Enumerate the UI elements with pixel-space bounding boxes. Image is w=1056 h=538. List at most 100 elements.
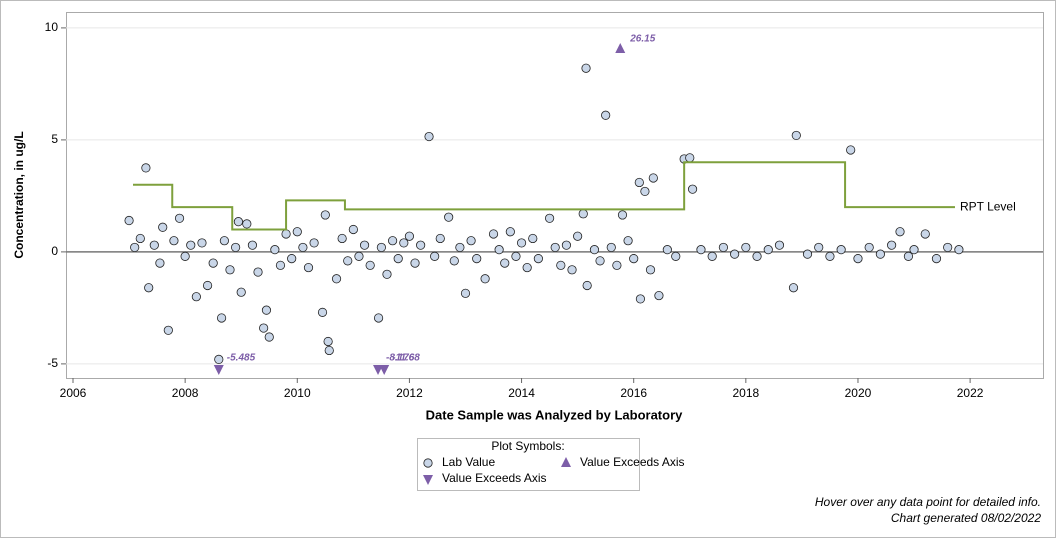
- lab-value-point: [814, 242, 824, 253]
- lab-value-point: [354, 251, 364, 261]
- legend-symbol: [423, 475, 433, 485]
- lab-value-point: [449, 256, 459, 266]
- legend-box: [417, 438, 640, 491]
- y-tick-label: -5: [47, 356, 58, 370]
- lab-value-point: [155, 258, 165, 268]
- lab-value-point: [180, 251, 190, 261]
- lab-value-point: [763, 245, 773, 255]
- exceeds-axis-label: -8.176: [386, 353, 415, 364]
- lab-value-point: [331, 274, 342, 284]
- x-tick-label: 2014: [508, 386, 535, 400]
- exceeds-axis-label: 26.15: [629, 34, 655, 45]
- lab-value-point: [654, 290, 664, 301]
- lab-value-point: [169, 236, 179, 246]
- lab-value-point: [635, 294, 646, 304]
- lab-value-point: [774, 240, 785, 250]
- lab-value-point: [730, 249, 740, 259]
- lab-value-point: [233, 217, 244, 227]
- lab-value-point: [149, 240, 159, 250]
- legend-title: Plot Symbols:: [491, 439, 564, 453]
- lab-value-point: [236, 287, 246, 297]
- lab-value-point: [208, 258, 218, 268]
- lab-value-point: [567, 265, 577, 275]
- lab-value-point: [606, 242, 616, 253]
- lab-value-point: [247, 240, 258, 250]
- x-tick-label: 2018: [732, 386, 759, 400]
- exceeds-axis-marker: [615, 43, 626, 53]
- lab-value-point: [219, 236, 229, 246]
- lab-value-point: [163, 325, 173, 335]
- lab-value-point: [416, 240, 426, 250]
- lab-value-point: [887, 240, 897, 250]
- lab-value-point: [550, 242, 560, 253]
- lab-value-point: [382, 269, 392, 279]
- lab-value-point: [589, 245, 600, 255]
- lab-value-point: [472, 254, 482, 264]
- lab-value-point: [191, 292, 201, 302]
- lab-value-point: [259, 323, 269, 333]
- x-tick-label: 2010: [284, 386, 311, 400]
- lab-value-point: [261, 305, 272, 315]
- lab-value-point: [303, 262, 314, 273]
- x-tick-label: 2012: [396, 386, 423, 400]
- lab-value-point: [480, 274, 490, 284]
- lab-value-point: [752, 251, 762, 261]
- lab-value-point: [460, 288, 471, 298]
- lab-value-point: [144, 283, 154, 293]
- lab-value-point: [186, 240, 196, 250]
- lab-value-point: [582, 280, 592, 291]
- lab-value-point: [903, 251, 914, 261]
- lab-value-point: [281, 229, 291, 239]
- exceeds-axis-label: -11.68: [392, 353, 420, 364]
- lab-value-point: [640, 186, 650, 197]
- lab-value-point: [309, 238, 319, 248]
- legend-label: Value Exceeds Axis: [580, 455, 685, 469]
- plot-frame: [66, 12, 1044, 379]
- lab-value-point: [225, 265, 235, 275]
- lab-value-point: [522, 262, 532, 273]
- lab-value-point: [424, 131, 434, 142]
- lab-value-point: [516, 238, 527, 248]
- lab-value-point: [634, 177, 644, 188]
- lab-value-point: [544, 213, 555, 223]
- x-axis-label: Date Sample was Analyzed by Laboratory: [426, 407, 683, 422]
- lab-value-point: [388, 236, 398, 246]
- lab-value-point: [214, 354, 224, 365]
- lab-value-point: [124, 215, 134, 226]
- lab-value-point: [802, 249, 813, 259]
- lab-value-point: [511, 251, 521, 261]
- lab-value-point: [623, 236, 633, 246]
- lab-value-point: [671, 251, 681, 261]
- lab-value-point: [578, 209, 588, 219]
- lab-value-point: [275, 260, 286, 270]
- lab-value-point: [707, 251, 717, 261]
- legend-symbol: [561, 457, 571, 467]
- lab-value-point: [617, 210, 628, 220]
- y-tick-label: 10: [45, 20, 59, 34]
- lab-value-point: [158, 222, 168, 232]
- lab-value-point: [410, 258, 420, 268]
- lab-value-point: [533, 254, 543, 264]
- lab-value-point: [494, 245, 504, 255]
- lab-value-point: [718, 242, 729, 253]
- lab-value-point: [298, 242, 308, 253]
- legend-label: Value Exceeds Axis: [442, 471, 547, 485]
- x-tick-label: 2006: [60, 386, 87, 400]
- lab-value-point: [197, 238, 207, 248]
- lab-value-point: [687, 184, 698, 194]
- lab-value-point: [662, 245, 672, 255]
- lab-value-point: [528, 233, 538, 244]
- lab-value-point: [500, 258, 510, 268]
- rpt-level-line: [133, 161, 955, 231]
- lab-value-point: [629, 254, 639, 264]
- lab-value-point: [174, 213, 185, 223]
- lab-value-point: [466, 236, 476, 246]
- y-tick-label: 5: [51, 132, 58, 146]
- lab-value-point: [556, 260, 566, 270]
- lab-value-point: [202, 280, 213, 291]
- lab-value-point: [573, 231, 583, 241]
- footnote: Chart generated 08/02/2022: [891, 511, 1041, 525]
- lab-value-point: [231, 242, 241, 253]
- lab-value-point: [292, 227, 302, 237]
